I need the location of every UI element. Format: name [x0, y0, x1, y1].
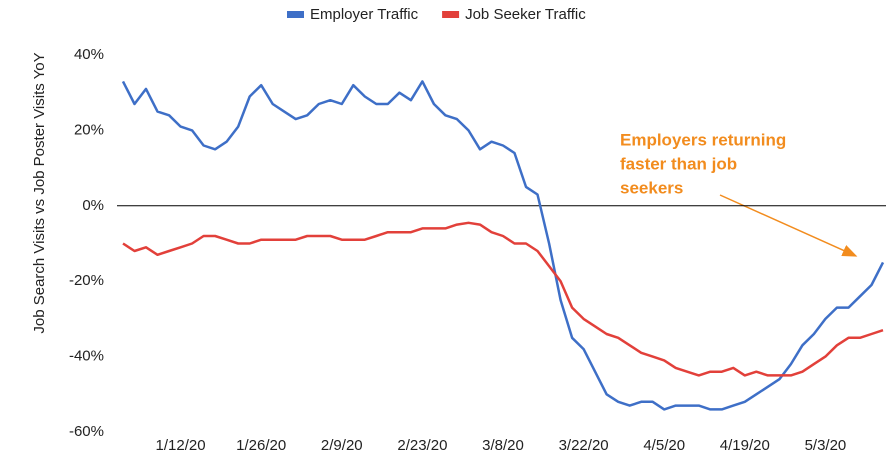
y-axis-label: Job Search Visits vs Job Poster Visits Y…	[31, 52, 48, 333]
series-line	[122, 221, 884, 377]
legend-label: Employer Traffic	[310, 6, 419, 23]
series-line	[121, 80, 885, 411]
x-tick-label: 3/22/20	[559, 437, 609, 454]
x-tick-label: 4/5/20	[643, 437, 685, 454]
y-tick-label: 20%	[74, 121, 104, 138]
x-tick-label: 4/19/20	[720, 437, 770, 454]
y-tick-label: -40%	[69, 348, 104, 365]
annotation: seekers	[620, 178, 683, 197]
annotation: Employers returning	[620, 130, 786, 149]
x-tick-label: 1/26/20	[236, 437, 286, 454]
x-tick-label: 1/12/20	[156, 437, 206, 454]
legend-swatch	[287, 11, 304, 18]
annotation-arrow	[719, 194, 858, 257]
x-tick-label: 2/23/20	[397, 437, 447, 454]
y-tick-label: 0%	[82, 197, 104, 214]
legend-label: Job Seeker Traffic	[465, 6, 586, 23]
x-tick-label: 2/9/20	[321, 437, 363, 454]
y-tick-label: 40%	[74, 46, 104, 63]
x-tick-label: 5/3/20	[805, 437, 847, 454]
y-tick-label: -60%	[69, 423, 104, 440]
annotation: faster than job	[620, 154, 737, 173]
legend-swatch	[442, 11, 460, 18]
y-tick-label: -20%	[69, 272, 104, 289]
x-tick-label: 3/8/20	[482, 437, 524, 454]
